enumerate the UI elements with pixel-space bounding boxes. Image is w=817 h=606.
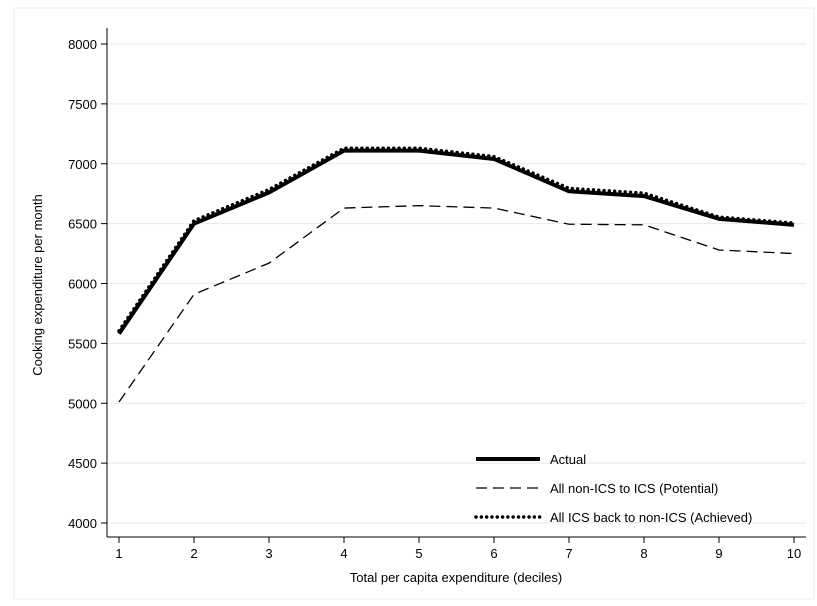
x-tick-label: 4 [340, 546, 347, 561]
x-tick-label: 6 [490, 546, 497, 561]
gridlines [107, 43, 806, 524]
y-tick-label: 6500 [68, 217, 97, 232]
x-axis-label: Total per capita expenditure (deciles) [350, 570, 562, 585]
y-tick-label: 7500 [68, 97, 97, 112]
series-lines [117, 146, 796, 403]
x-tick-label: 2 [190, 546, 197, 561]
chart-frame [13, 7, 815, 600]
x-tick-label: 5 [415, 546, 422, 561]
legend-item-achieved: All ICS back to non-ICS (Achieved) [474, 510, 752, 525]
x-tick-label: 9 [715, 546, 722, 561]
y-tick-label: 5500 [68, 336, 97, 351]
legend-item-potential: All non-ICS to ICS (Potential) [476, 481, 718, 496]
legend-item-actual: Actual [476, 452, 586, 467]
y-axis-label: Cooking expenditure per month [30, 194, 45, 375]
x-tick-label: 8 [640, 546, 647, 561]
x-tick-label: 10 [787, 546, 801, 561]
y-tick-label: 4500 [68, 456, 97, 471]
y-tick-label: 6000 [68, 277, 97, 292]
x-tick-label: 7 [565, 546, 572, 561]
series-achieved-line [117, 146, 796, 333]
axes: 4000 4500 5000 5500 6000 6500 7000 7500 8000 1 2 3 4… [68, 28, 806, 561]
series-actual-line [117, 148, 795, 335]
y-tick-label: 5000 [68, 396, 97, 411]
y-tick-label: 8000 [68, 37, 97, 52]
y-tick-label: 4000 [68, 516, 97, 531]
x-tick-label: 1 [115, 546, 122, 561]
legend-label: All ICS back to non-ICS (Achieved) [550, 510, 752, 525]
legend: Actual All non-ICS to ICS (Potential) All … [474, 452, 752, 525]
legend-label: Actual [550, 452, 586, 467]
x-tick-label: 3 [265, 546, 272, 561]
y-tick-label: 7000 [68, 157, 97, 172]
series-potential-line [118, 205, 795, 403]
legend-label: All non-ICS to ICS (Potential) [550, 481, 718, 496]
